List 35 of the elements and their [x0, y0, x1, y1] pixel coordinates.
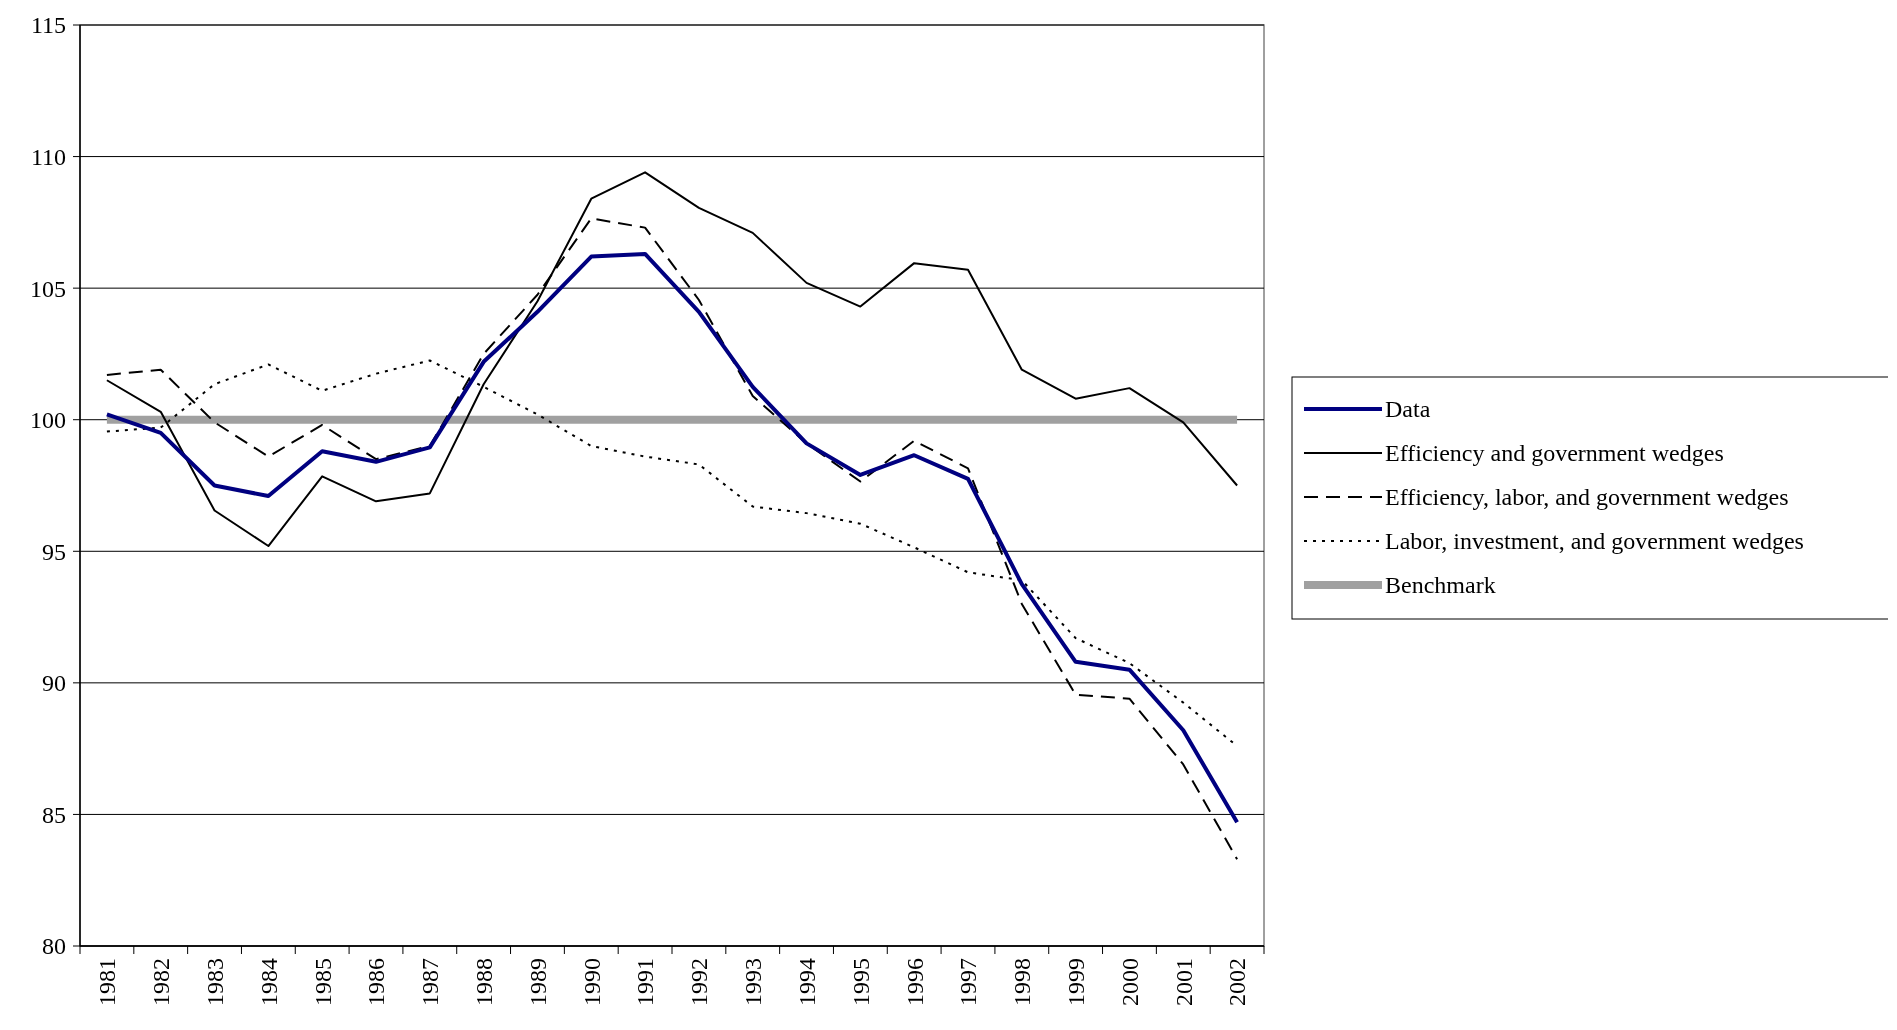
- legend-label: Labor, investment, and government wedges: [1385, 528, 1804, 555]
- x-tick-label: 1992: [686, 958, 713, 1006]
- x-tick-label: 1995: [847, 958, 874, 1006]
- y-tick-label: 100: [30, 407, 66, 434]
- x-tick-label: 1982: [148, 958, 175, 1006]
- x-tick-label: 1999: [1063, 958, 1090, 1006]
- x-tick-label: 2001: [1170, 958, 1197, 1006]
- x-tick-label: 1983: [201, 958, 228, 1006]
- x-tick-label: 1987: [417, 958, 444, 1006]
- x-tick-label: 1990: [578, 958, 605, 1006]
- legend-label: Efficiency and government wedges: [1385, 440, 1724, 467]
- x-tick-label: 1981: [94, 958, 121, 1006]
- x-tick-label: 1986: [363, 958, 390, 1006]
- y-tick-label: 105: [30, 275, 66, 302]
- x-tick-label: 1993: [740, 958, 767, 1006]
- x-tick-label: 2000: [1116, 958, 1143, 1006]
- x-tick-label: 1985: [309, 958, 336, 1006]
- x-tick-label: 1996: [901, 958, 928, 1006]
- x-tick-label: 1998: [1009, 958, 1036, 1006]
- x-tick-label: 1988: [471, 958, 498, 1006]
- y-tick-label: 110: [30, 143, 66, 170]
- y-tick-label: 80: [42, 933, 66, 960]
- legend-label: Benchmark: [1385, 572, 1496, 599]
- x-tick-label: 2002: [1224, 958, 1251, 1006]
- x-tick-label: 1991: [632, 958, 659, 1006]
- x-tick-label: 1994: [793, 958, 820, 1006]
- x-tick-label: 1984: [255, 958, 282, 1006]
- legend-label: Efficiency, labor, and government wedges: [1385, 484, 1789, 511]
- y-tick-label: 85: [42, 801, 66, 828]
- y-tick-label: 90: [42, 670, 66, 697]
- x-tick-label: 1989: [524, 958, 551, 1006]
- y-tick-label: 95: [42, 538, 66, 565]
- y-tick-label: 115: [30, 12, 66, 39]
- legend-label: Data: [1385, 396, 1431, 423]
- x-tick-label: 1997: [955, 958, 982, 1006]
